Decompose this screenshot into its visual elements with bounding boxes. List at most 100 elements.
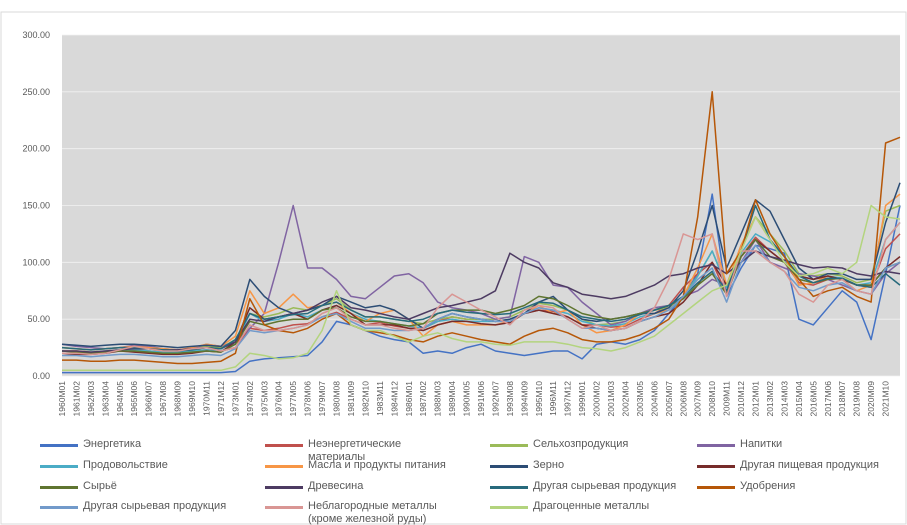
x-tick-label: 1974M02 <box>245 381 255 417</box>
x-tick-label: 1966M07 <box>144 381 154 417</box>
x-tick-label: 1971M12 <box>216 381 226 417</box>
legend-entry: Сельхозпродукция <box>490 438 628 451</box>
x-tick-label: 1975M03 <box>259 381 269 417</box>
legend-swatch <box>265 444 303 447</box>
series-line <box>62 222 901 356</box>
x-tick-label: 1976M04 <box>274 381 284 417</box>
x-tick-label: 1982M10 <box>360 381 370 417</box>
legend-entry: Другая пищевая продукция <box>697 459 879 472</box>
legend-swatch <box>697 444 735 447</box>
x-tick-label: 1984M12 <box>389 381 399 417</box>
x-tick-label: 2016M05 <box>808 381 818 417</box>
legend-swatch <box>40 486 78 489</box>
x-tick-label: 2009M11 <box>722 381 732 416</box>
x-tick-label: 1977M05 <box>288 381 298 417</box>
x-tick-label: 1986M01 <box>404 381 414 417</box>
x-tick-label: 1969M10 <box>187 381 197 417</box>
legend-label: Напитки <box>740 438 783 450</box>
x-tick-label: 2013M02 <box>765 381 775 417</box>
x-tick-label: 1993M08 <box>505 381 515 417</box>
chart-border <box>0 11 907 525</box>
y-tick-label: 150.00 <box>22 201 50 211</box>
x-tick-label: 2018M07 <box>837 381 847 417</box>
legend-label: Энергетика <box>83 438 142 450</box>
x-tick-label: 1960M01 <box>57 381 67 417</box>
x-tick-label: 2000M02 <box>592 381 602 417</box>
y-tick-label: 100.00 <box>22 257 50 267</box>
x-tick-label: 1989M04 <box>447 381 457 417</box>
legend-swatch <box>490 486 528 489</box>
x-tick-label: 2008M10 <box>707 381 717 417</box>
x-tick-label: 1978M06 <box>303 381 313 417</box>
legend-entry: Продовольствие <box>40 459 168 472</box>
series-line <box>62 204 901 372</box>
legend-entry: Неэнергетические материалы <box>265 438 458 464</box>
x-tick-label: 1979M07 <box>317 381 327 417</box>
series-line <box>62 91 901 365</box>
x-tick-label: 2002M04 <box>620 381 630 417</box>
y-tick-label: 50.00 <box>27 314 50 324</box>
legend-entry: Драгоценные металлы <box>490 500 649 513</box>
legend-label: Продовольствие <box>83 459 168 471</box>
series-line <box>62 244 901 358</box>
legend-label: Удобрения <box>740 480 796 492</box>
legend-swatch <box>40 465 78 468</box>
legend-swatch <box>265 465 303 468</box>
legend-swatch <box>40 506 78 509</box>
legend-entry: Другая сырьевая продукция <box>490 480 676 493</box>
x-tick-label: 1968M09 <box>173 381 183 417</box>
x-tick-label: 2003M05 <box>635 381 645 417</box>
series-line <box>61 222 901 353</box>
x-tick-label: 1983M11 <box>375 381 385 416</box>
x-tick-label: 1991M06 <box>476 381 486 417</box>
x-tick-label: 2004M06 <box>649 381 659 417</box>
x-tick-label: 1981M09 <box>346 381 356 417</box>
x-tick-label: 1980M08 <box>332 381 342 417</box>
x-tick-label: 2015M04 <box>794 381 804 417</box>
x-tick-label: 1988M03 <box>433 381 443 417</box>
legend-label: Масла и продукты питания <box>308 459 446 471</box>
legend-entry: Неблагородные металлы (кроме железной ру… <box>265 500 458 525</box>
legend-entry: Сырьё <box>40 480 117 493</box>
legend-entry: Удобрения <box>697 480 795 493</box>
x-tick-label: 1964M05 <box>115 381 125 417</box>
legend-entry: Древесина <box>265 480 363 493</box>
x-tick-label: 1961M02 <box>71 381 81 417</box>
x-tick-label: 2019M08 <box>852 381 862 417</box>
x-tick-label: 1963M04 <box>100 381 110 417</box>
legend-swatch <box>697 465 735 468</box>
legend-swatch <box>40 444 78 447</box>
legend-label: Древесина <box>308 480 364 492</box>
y-tick-label: 200.00 <box>22 144 50 154</box>
legend-entry: Другая сырьевая продукция <box>40 500 226 513</box>
x-tick-label: 1987M02 <box>418 381 428 417</box>
x-tick-label: 1990M05 <box>462 381 472 417</box>
legend-entry: Зерно <box>490 459 564 472</box>
legend-label: Другая сырьевая продукция <box>533 480 677 492</box>
x-tick-label: 2014M03 <box>779 381 789 417</box>
x-tick-label: 1996M11 <box>548 381 558 416</box>
x-tick-label: 2020M09 <box>866 381 876 417</box>
y-tick-label: 300.00 <box>22 30 50 40</box>
legend-label: Сельхозпродукция <box>533 438 629 450</box>
legend-label: Другая сырьевая продукция <box>83 500 227 512</box>
x-tick-label: 2021M10 <box>881 381 891 417</box>
legend-entry: Масла и продукты питания <box>265 459 446 472</box>
legend-entry: Энергетика <box>40 438 141 451</box>
x-tick-label: 1973M01 <box>230 381 240 417</box>
legend-label: Неэнергетические материалы <box>308 438 402 463</box>
x-tick-label: 2012M01 <box>751 381 761 417</box>
x-tick-label: 1965M06 <box>129 381 139 417</box>
x-tick-label: 2017M06 <box>823 381 833 417</box>
legend-swatch <box>490 465 528 468</box>
x-tick-label: 1970M11 <box>201 381 211 416</box>
legend-label: Драгоценные металлы <box>533 500 650 512</box>
legend-label: Неблагородные металлы (кроме железной ру… <box>308 500 437 525</box>
x-tick-label: 1967M08 <box>158 381 168 417</box>
legend-label: Сырьё <box>83 480 117 492</box>
x-tick-label: 1962M03 <box>86 381 96 417</box>
x-tick-label: 2006M08 <box>678 381 688 417</box>
x-tick-label: 1995M10 <box>534 381 544 417</box>
